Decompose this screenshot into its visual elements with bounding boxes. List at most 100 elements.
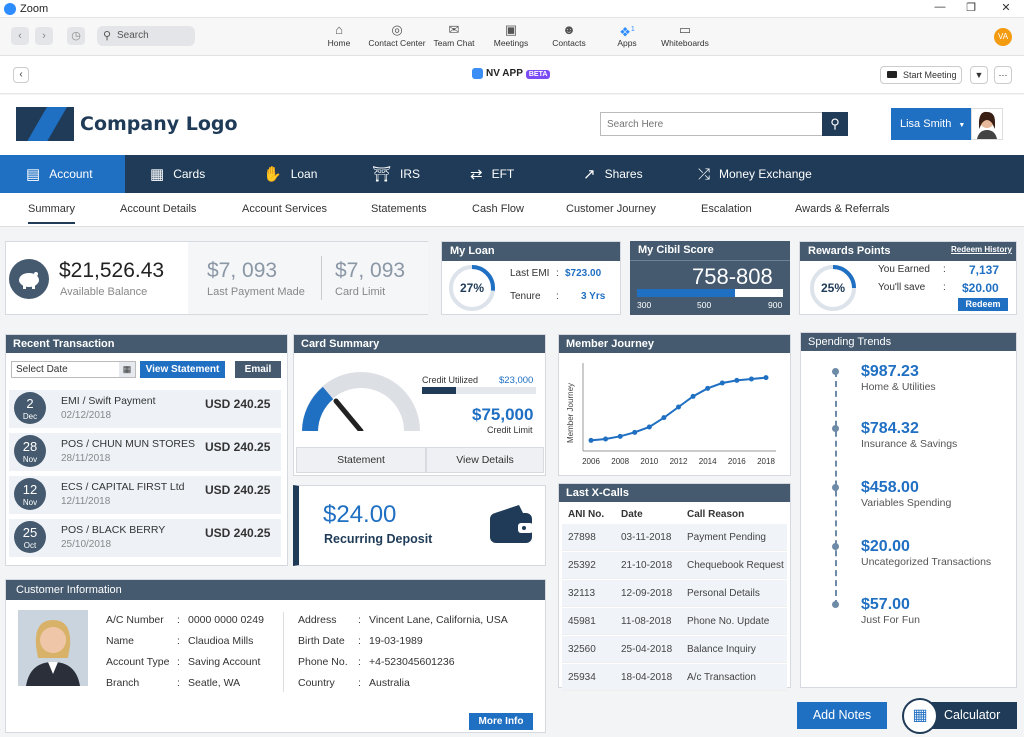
member-journey-panel: Member Journey Member Journey 2006 2008 20… [558,334,791,476]
tab-money-exchange[interactable]: ⤮ Money Exchange [698,155,812,193]
cell-reason: Chequebook Request [687,560,784,571]
user-name: Lisa Smith [900,118,952,130]
label-account-type: Account Type [106,656,170,668]
select-date-placeholder: Select Date [16,364,68,375]
data-point [705,385,711,391]
available-balance: $21,526.43 [59,259,165,282]
subtab-account-services[interactable]: Account Services [242,203,327,215]
tab-shares[interactable]: ↗ Shares [583,155,643,193]
nav-team-chat[interactable]: ✉ Team Chat [432,22,476,48]
transaction-row[interactable]: 2 Dec EMI / Swift Payment 02/12/2018 USD 240… [9,390,281,428]
timeline-dot [832,543,839,550]
chart-trend-icon: ↗ [583,165,596,183]
table-row[interactable]: 27898 03-11-2018 Payment Pending [562,524,787,551]
site-search-input[interactable] [601,113,821,135]
tab-loan[interactable]: ✋ Loan [263,155,317,193]
table-row[interactable]: 25934 18-04-2018 A/c Transaction [562,664,787,691]
label-country: Country [298,677,335,689]
tab-account[interactable]: ▤ Account [0,155,125,193]
calculator-icon[interactable]: ▦ [902,698,938,734]
save-sep: : [943,282,946,293]
close-icon[interactable]: ✕ [1001,2,1011,14]
cell-reason: Balance Inquiry [687,644,756,655]
start-meeting-button[interactable]: Start Meeting [880,66,962,84]
tab-cards[interactable]: ▦ Cards [150,155,205,193]
search-button[interactable]: ⚲ [822,112,848,136]
transaction-row[interactable]: 25 Oct POS / BLACK BERRY 25/10/2018 USD 240.… [9,519,281,557]
filter-icon[interactable]: ▼ [970,66,988,84]
customer-right-labels: Address Birth Date Phone No. Country [298,610,348,694]
timeline-dot [832,601,839,608]
tab-irs[interactable]: ⛩ IRS [372,155,420,193]
cell-date: 11-08-2018 [621,616,672,627]
spending-amount: $20.00 [861,538,910,555]
transaction-row[interactable]: 28 Nov POS / CHUN MUN STORES 28/11/2018 USD … [9,433,281,471]
more-info-button[interactable]: More Info [469,713,533,730]
loan-hand-icon: ✋ [263,165,282,183]
recurring-deposit-card: $24.00 Recurring Deposit [293,485,546,566]
earned-sep: : [943,264,946,275]
forward-arrow-icon[interactable]: › [35,27,53,45]
select-date-field[interactable]: Select Date ▦ [11,361,136,378]
window-title: Zoom [20,3,49,15]
credit-limit-label: Credit Limit [487,425,533,435]
cell-reason: Personal Details [687,588,760,599]
view-details-button[interactable]: View Details [426,447,544,473]
nav-home[interactable]: ⌂ Home [325,22,353,48]
customer-info-title: Customer Information [6,580,545,600]
cell-ani: 25934 [568,672,596,683]
label-birth-date: Birth Date [298,635,345,647]
minimize-icon[interactable]: — [934,1,946,13]
back-arrow-icon[interactable]: ‹ [11,27,29,45]
contacts-icon: ☻ [562,22,576,37]
zoom-search[interactable]: ⚲ Search [97,26,195,46]
table-row[interactable]: 25392 21-10-2018 Chequebook Request [562,552,787,579]
back-chevron-icon[interactable]: ‹ [13,67,29,83]
nav-apps[interactable]: ❖1 Apps [613,22,641,48]
subtab-escalation[interactable]: Escalation [701,203,752,215]
user-menu-button[interactable]: Lisa Smith ▼ [891,108,971,140]
maximize-icon[interactable]: ❐ [966,2,976,14]
last-calls-panel: Last X-Calls ANI No. Date Call Reason 27… [558,483,791,691]
redeem-button[interactable]: Redeem [958,298,1008,311]
cell-ani: 27898 [568,532,596,543]
app-icon [472,68,483,79]
nav-meetings[interactable]: ▣ Meetings [490,22,532,48]
customer-left-labels: A/C Number Name Account Type Branch [106,610,169,694]
exchange-arrows-icon: ⤮ [698,165,711,183]
subtab-statements[interactable]: Statements [371,203,427,215]
spending-amount: $57.00 [861,596,910,613]
subtab-summary[interactable]: Summary [28,203,76,224]
subtab-cash-flow[interactable]: Cash Flow [472,203,524,215]
tenure-label: Tenure [510,291,541,302]
nav-whiteboards[interactable]: ▭ Whiteboards [658,22,712,48]
user-avatar[interactable]: VA [994,28,1012,46]
col-reason: Call Reason [687,509,745,520]
statement-button[interactable]: Statement [296,447,426,473]
history-icon[interactable]: ◷ [67,27,85,45]
value-birth-date: 19-03-1989 [369,635,423,647]
subtab-awards-referrals[interactable]: Awards & Referrals [795,203,890,215]
x-tick-label: 2016 [728,457,746,466]
nav-contact-center[interactable]: ◎ Contact Center [366,22,428,48]
tab-eft[interactable]: ⇄ EFT [470,155,514,193]
subtab-account-details[interactable]: Account Details [120,203,197,215]
more-options-icon[interactable]: ⋯ [994,66,1012,84]
add-notes-button[interactable]: Add Notes [797,702,887,729]
x-tick-label: 2010 [640,457,658,466]
transaction-row[interactable]: 12 Nov ECS / CAPITAL FIRST Ltd 12/11/2018 US… [9,476,281,514]
email-button[interactable]: Email [235,361,281,378]
tab-eft-label: EFT [491,167,515,181]
subtab-customer-journey[interactable]: Customer Journey [566,203,656,215]
nav-contacts[interactable]: ☻ Contacts [550,22,588,48]
redeem-history-link[interactable]: Redeem History [951,245,1012,254]
calendar-icon[interactable]: ▦ [119,362,135,377]
table-row[interactable]: 45981 11-08-2018 Phone No. Update [562,608,787,635]
customer-left-values: 0000 0000 0249 Claudioa Mills Saving Acc… [188,610,264,694]
cell-ani: 32113 [568,588,596,599]
view-statement-button[interactable]: View Statement [140,361,225,378]
spending-label: Uncategorized Transactions [861,556,992,568]
table-row[interactable]: 32560 25-04-2018 Balance Inquiry [562,636,787,663]
value-name: Claudioa Mills [188,635,254,647]
table-row[interactable]: 32113 12-09-2018 Personal Details [562,580,787,607]
